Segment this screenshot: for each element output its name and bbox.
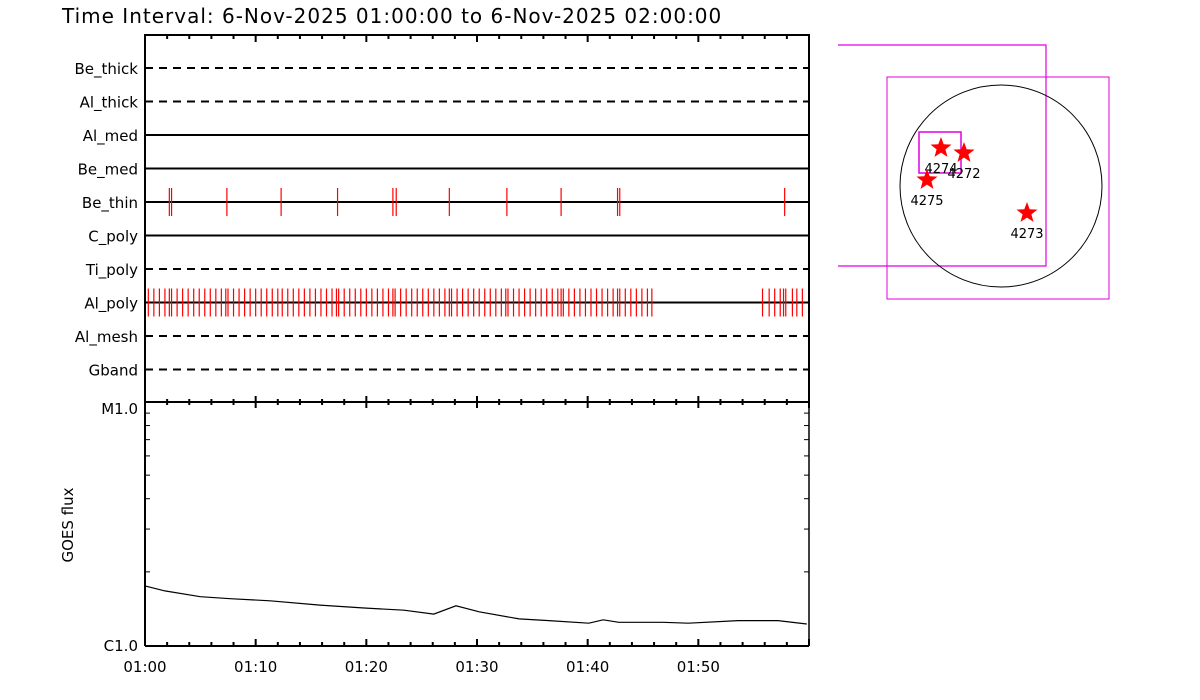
goes-ylabel: GOES flux bbox=[59, 487, 77, 562]
solar-limb bbox=[899, 84, 1103, 288]
active-region-star-icon bbox=[1016, 202, 1038, 222]
xtick-label: 01:40 bbox=[566, 658, 609, 676]
xtick-label: 01:00 bbox=[123, 658, 166, 676]
timeline-frame bbox=[144, 34, 810, 403]
active-region-star-icon bbox=[953, 142, 975, 162]
filter-label-be_med: Be_med bbox=[78, 161, 138, 180]
filter-label-al_med: Al_med bbox=[83, 127, 138, 146]
filter-label-ti_poly: Ti_poly bbox=[85, 261, 138, 280]
filter-label-al_poly: Al_poly bbox=[84, 295, 138, 314]
filter-label-al_mesh: Al_mesh bbox=[75, 328, 138, 347]
filter-label-gband: Gband bbox=[89, 362, 138, 380]
fov-box-full bbox=[886, 76, 1110, 300]
fov-box-large bbox=[838, 44, 1047, 267]
active-region-label: 4274 bbox=[924, 162, 957, 177]
ytick-label-c1: C1.0 bbox=[104, 637, 138, 655]
active-region-label: 4273 bbox=[1010, 227, 1043, 242]
filter-label-c_poly: C_poly bbox=[88, 228, 138, 247]
goes-flux-panel: GOES flux M1.0 C1.0 01:00 01:10 01:20 01:30… bbox=[59, 400, 810, 676]
xtick-label: 01:50 bbox=[677, 658, 720, 676]
ytick-label-m1: M1.0 bbox=[101, 400, 138, 418]
filter-timeline-panel: Be_thick Al_thick Al_med Be_med Be_thin C_pol… bbox=[74, 34, 810, 408]
xtick-label: 01:10 bbox=[234, 658, 277, 676]
filter-label-al_thick: Al_thick bbox=[80, 94, 139, 113]
xtick-label: 01:20 bbox=[345, 658, 388, 676]
filter-label-be_thick: Be_thick bbox=[74, 60, 138, 79]
active-region-label: 4275 bbox=[910, 194, 943, 209]
time-interval-title: Time Interval: 6-Nov-2025 01:00:00 to 6-… bbox=[61, 4, 722, 28]
active-region-label: 4272 bbox=[947, 167, 980, 182]
goes-flux-line bbox=[144, 585, 807, 625]
active-region-star-icon bbox=[916, 169, 938, 189]
xtick-label: 01:30 bbox=[455, 658, 498, 676]
filter-label-be_thin: Be_thin bbox=[82, 194, 138, 213]
active-region-star-icon bbox=[930, 137, 952, 157]
